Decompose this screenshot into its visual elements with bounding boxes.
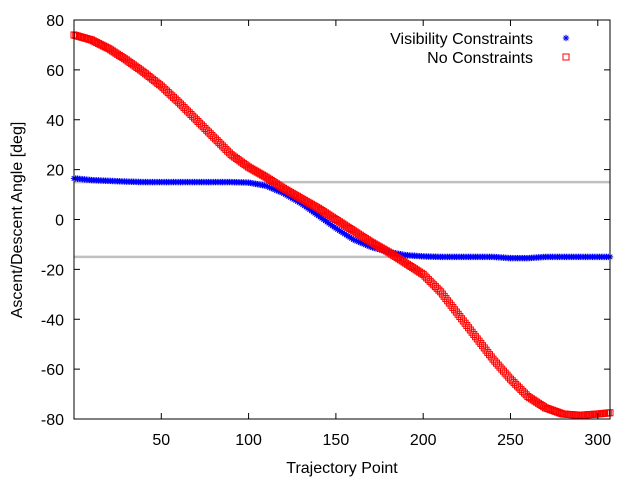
y-axis-label: Ascent/Descent Angle [deg] xyxy=(9,122,26,319)
y-tick-label: 60 xyxy=(46,63,64,80)
y-tick-label: 20 xyxy=(46,163,64,180)
x-tick-label: 300 xyxy=(584,432,611,449)
legend-label-visibility: Visibility Constraints xyxy=(390,31,533,48)
x-tick-label: 50 xyxy=(152,432,170,449)
legend-star-icon xyxy=(562,34,570,42)
y-tick-label: 40 xyxy=(46,113,64,130)
legend: Visibility Constraints No Constraints xyxy=(390,31,570,67)
legend-marker-no-constraints-square-icon xyxy=(562,53,570,61)
y-tick-label: -40 xyxy=(41,312,64,329)
series-0 xyxy=(70,175,614,262)
y-tick-label: 80 xyxy=(46,13,64,30)
y-tick-label: -60 xyxy=(41,362,64,379)
x-tick-label: 100 xyxy=(235,432,262,449)
legend-label-no-constraints: No Constraints xyxy=(427,50,533,67)
x-tick-label: 200 xyxy=(410,432,437,449)
y-tick-label: -20 xyxy=(41,262,64,279)
y-tick-label: -80 xyxy=(41,412,64,429)
y-tick-label: 0 xyxy=(55,213,64,230)
legend-marker-visibility-star-icon xyxy=(562,34,570,42)
x-tick-label: 250 xyxy=(497,432,524,449)
x-tick-label: 150 xyxy=(323,432,350,449)
series-1 xyxy=(70,31,614,419)
ticks xyxy=(74,19,610,420)
legend-square-icon xyxy=(562,53,570,61)
tick-labels: 50 100 150 200 250 300 -80 -60 -40 -20 0 20 40 60 80 xyxy=(41,13,611,449)
x-axis-label: Trajectory Point xyxy=(286,460,398,477)
series-layer xyxy=(70,31,614,419)
